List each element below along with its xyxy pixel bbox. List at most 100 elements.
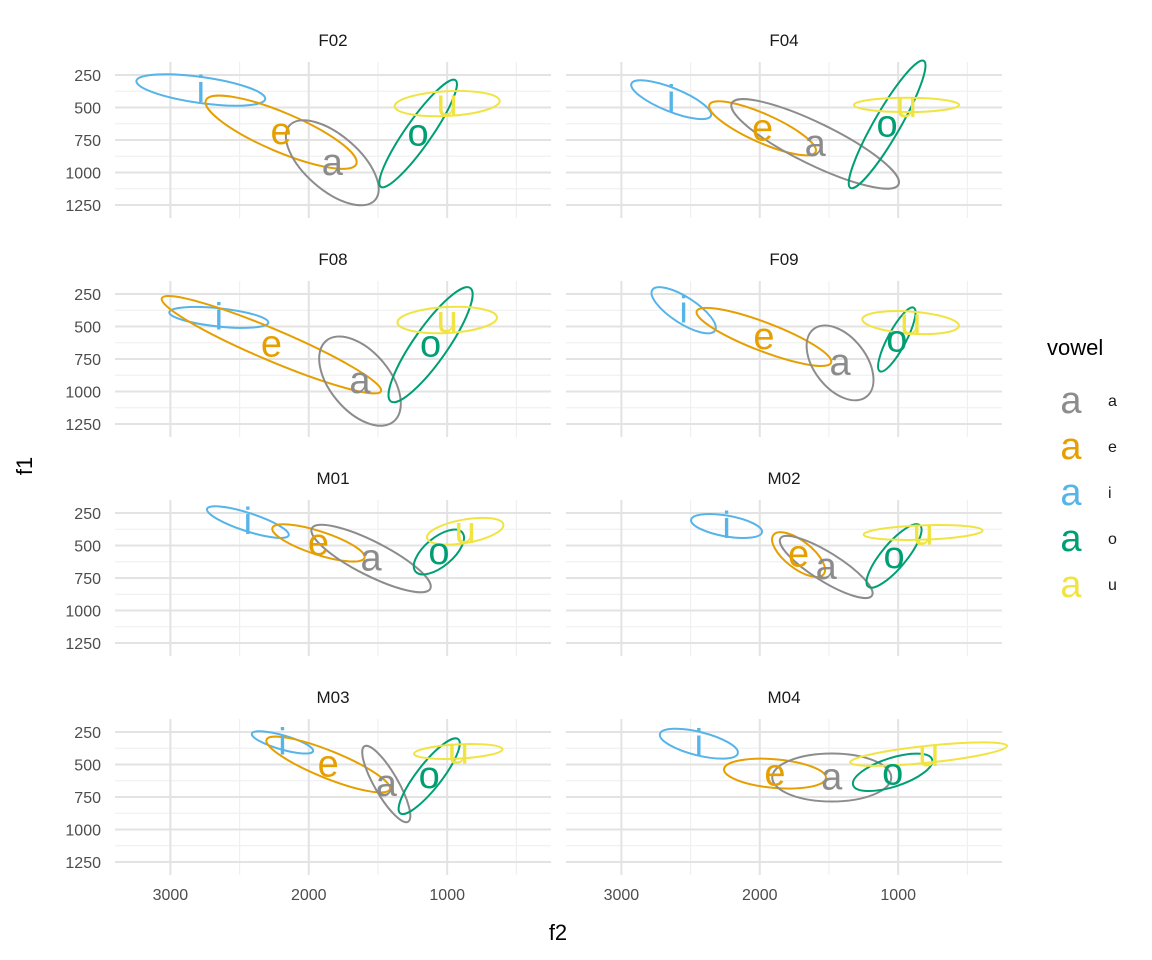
vowel-label-e: e	[788, 534, 809, 576]
vowel-label-a: a	[376, 763, 398, 805]
vowel-label-e: e	[752, 107, 773, 149]
vowel-ellipse-a	[361, 744, 412, 824]
vowel-label-u: u	[437, 299, 458, 341]
facet-strip-label: F02	[318, 31, 347, 50]
vowel-ellipse-u	[861, 310, 960, 336]
vowel-ellipse-u	[862, 524, 984, 541]
y-axis-title: f1	[12, 457, 37, 475]
y-tick-label: 750	[74, 790, 101, 807]
legend-items: a aa ea ia oa u	[1060, 380, 1117, 606]
vowel-label-e: e	[764, 753, 785, 795]
y-tick-label: 1000	[65, 385, 101, 402]
legend-key-a: a	[1060, 380, 1082, 422]
vowel-ellipse-a	[310, 523, 432, 594]
vowel-label-o: o	[883, 535, 904, 577]
facet-panel-m01: M01 250 500 750 1000 1250 i e a o u	[65, 469, 551, 656]
x-axis-title: f2	[549, 920, 567, 945]
vowel-ellipse-u	[852, 96, 961, 114]
x-tick-label: 2000	[742, 887, 778, 904]
vowel-label-u: u	[918, 733, 939, 775]
vowel-ellipse-o	[847, 59, 927, 190]
vowel-label-o: o	[882, 751, 903, 793]
vowel-label-e: e	[261, 324, 282, 366]
vowel-ellipse-i	[690, 513, 764, 539]
vowel-ellipse-e	[695, 306, 833, 367]
vowel-label-o: o	[420, 324, 441, 366]
x-tick-label: 3000	[604, 887, 640, 904]
x-tick-label: 1000	[880, 887, 916, 904]
legend-label-o: o	[1108, 531, 1117, 548]
vowel-label-a: a	[360, 538, 382, 580]
vowel-label-o: o	[877, 103, 898, 145]
facet-strip-label: F04	[769, 31, 798, 50]
vowel-ellipse-a	[318, 335, 402, 427]
y-tick-label: 1000	[65, 166, 101, 183]
vowel-label-e: e	[753, 316, 774, 358]
y-tick-label: 250	[74, 725, 101, 742]
vowel-ellipse-u	[413, 742, 504, 761]
y-tick-label: 750	[74, 571, 101, 588]
vowel-ellipse-a	[771, 752, 893, 803]
y-tick-label: 750	[74, 352, 101, 369]
vowel-ellipse-e	[708, 100, 817, 157]
legend-key-e: a	[1060, 426, 1082, 468]
y-tick-label: 500	[74, 101, 101, 118]
y-tick-label: 1250	[65, 636, 101, 653]
vowel-label-o: o	[428, 531, 449, 573]
vowel-label-e: e	[318, 744, 339, 786]
legend-label-i: i	[1108, 485, 1112, 502]
facet-strip-label: M01	[316, 469, 349, 488]
legend: vowel a aa ea ia oa u	[1047, 335, 1117, 606]
y-tick-label: 1000	[65, 823, 101, 840]
vowel-ellipse-o	[378, 78, 458, 189]
facet-panel-m02: M02 i e a ou	[566, 469, 1002, 656]
facet-panel-f09: F09 i e aou	[566, 250, 1002, 437]
y-tick-label: 250	[74, 68, 101, 85]
vowel-ellipse-o	[397, 737, 461, 816]
legend-label-e: e	[1108, 439, 1117, 456]
vowel-ellipse-a	[778, 534, 874, 600]
vowel-ellipse-e	[722, 757, 828, 790]
vowel-ellipse-o	[851, 752, 934, 792]
vowel-label-a: a	[821, 757, 843, 799]
vowel-ellipse-i	[135, 73, 267, 107]
vowel-label-i: i	[679, 289, 687, 331]
vowel-label-e: e	[271, 111, 292, 153]
vowel-label-i: i	[695, 723, 703, 765]
vowel-label-i: i	[667, 79, 675, 121]
vowel-label-i: i	[197, 69, 205, 111]
facet-strip-label: M04	[767, 688, 800, 707]
legend-label-u: u	[1108, 577, 1117, 594]
vowel-ellipse-o	[387, 286, 474, 404]
legend-key-o: a	[1060, 518, 1082, 560]
facet-panel-m04: M04 3000 2000 1000 i e a o u	[566, 688, 1009, 904]
vowel-label-u: u	[913, 512, 934, 554]
vowel-label-i: i	[722, 505, 730, 547]
y-tick-label: 1000	[65, 604, 101, 621]
vowel-ellipse-e	[271, 523, 366, 563]
facet-panel-m03: M03 250 500 750 1000 1250 3000 2000 1000 ie a ou	[65, 688, 551, 904]
vowel-ellipse-i	[250, 730, 315, 755]
vowel-ellipse-e	[204, 94, 358, 170]
vowel-label-o: o	[886, 319, 907, 361]
facet-panel-f04: F04 i e a ou	[566, 31, 1002, 218]
y-tick-label: 250	[74, 287, 101, 304]
vowel-label-u: u	[896, 84, 917, 126]
vowel-label-u: u	[455, 510, 476, 552]
vowel-label-a: a	[322, 142, 344, 184]
vowel-ellipse-a	[730, 98, 900, 190]
vowel-label-u: u	[448, 731, 469, 773]
vowel-ellipse-u	[396, 305, 498, 335]
facet-panel-f02: F02 250 500 750 1000 1250 i ea ou	[65, 31, 551, 218]
y-tick-label: 750	[74, 133, 101, 150]
vowel-ellipse-o	[877, 306, 917, 373]
vowel-ellipse-e	[160, 295, 383, 395]
legend-label-a: a	[1108, 393, 1117, 410]
vowel-label-a: a	[829, 342, 851, 384]
x-tick-label: 2000	[291, 887, 327, 904]
vowel-ellipse-u	[393, 89, 501, 118]
vowel-label-i: i	[215, 296, 223, 338]
vowel-ellipse-u	[849, 741, 1009, 767]
y-tick-label: 1250	[65, 417, 101, 434]
